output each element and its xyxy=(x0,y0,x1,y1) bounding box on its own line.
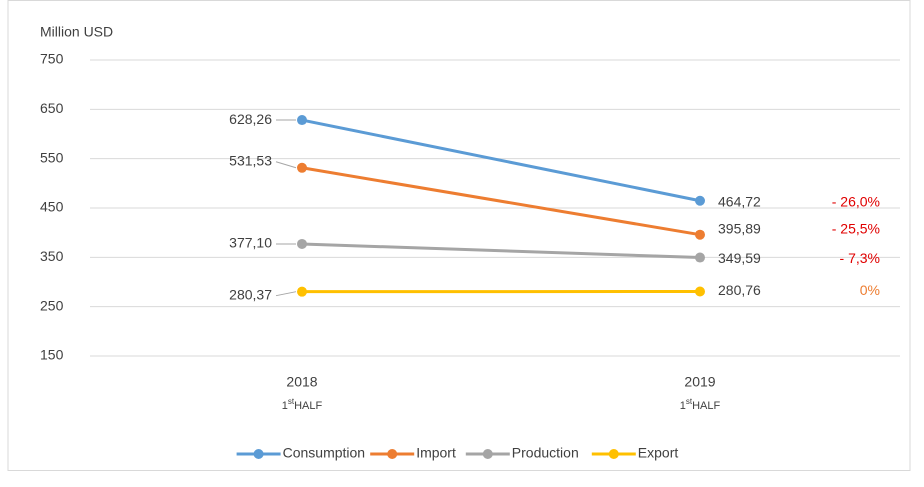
value-label: 377,10 xyxy=(229,235,272,251)
legend-label: Production xyxy=(512,445,579,461)
legend-marker xyxy=(254,449,264,459)
y-tick-label: 650 xyxy=(40,100,64,116)
value-label: 464,72 xyxy=(718,193,761,209)
data-point xyxy=(297,287,307,297)
value-label: 628,26 xyxy=(229,111,272,127)
data-point xyxy=(695,230,705,240)
change-label: - 25,5% xyxy=(832,220,880,236)
x-tick-sublabel: 1stHALF xyxy=(282,397,323,412)
series-line xyxy=(302,168,700,235)
data-point xyxy=(695,286,705,296)
series-line xyxy=(302,120,700,201)
series-line xyxy=(302,244,700,258)
legend-marker xyxy=(483,449,493,459)
data-point xyxy=(695,253,705,263)
legend-marker xyxy=(609,449,619,459)
legend-label: Consumption xyxy=(283,445,366,461)
x-tick-sublabel: 1stHALF xyxy=(680,397,721,412)
change-label: - 7,3% xyxy=(840,250,880,266)
y-tick-label: 250 xyxy=(40,297,64,313)
y-tick-label: 150 xyxy=(40,347,64,363)
sublabel-text: HALF xyxy=(692,400,720,412)
value-label: 531,53 xyxy=(229,152,272,168)
value-label: 280,37 xyxy=(229,286,272,302)
leader-line xyxy=(276,162,296,168)
change-label: 0% xyxy=(860,282,880,298)
chart-frame xyxy=(8,1,910,471)
y-tick-label: 350 xyxy=(40,248,64,264)
data-point xyxy=(695,196,705,206)
data-point xyxy=(297,239,307,249)
y-tick-label: 750 xyxy=(40,51,64,67)
sublabel-text: HALF xyxy=(294,400,322,412)
y-tick-label: 550 xyxy=(40,149,64,165)
y-axis-label: Million USD xyxy=(40,24,113,40)
x-tick-label: 2018 xyxy=(286,374,317,390)
legend-marker xyxy=(387,449,397,459)
leader-line xyxy=(276,292,296,296)
legend-label: Import xyxy=(416,445,456,461)
y-tick-label: 450 xyxy=(40,199,64,215)
x-tick-label: 2019 xyxy=(684,374,715,390)
change-label: - 26,0% xyxy=(832,193,880,209)
data-point xyxy=(297,115,307,125)
data-point xyxy=(297,163,307,173)
value-label: 395,89 xyxy=(718,220,761,236)
legend-label: Export xyxy=(638,445,679,461)
value-label: 280,76 xyxy=(718,282,761,298)
value-label: 349,59 xyxy=(718,250,761,266)
